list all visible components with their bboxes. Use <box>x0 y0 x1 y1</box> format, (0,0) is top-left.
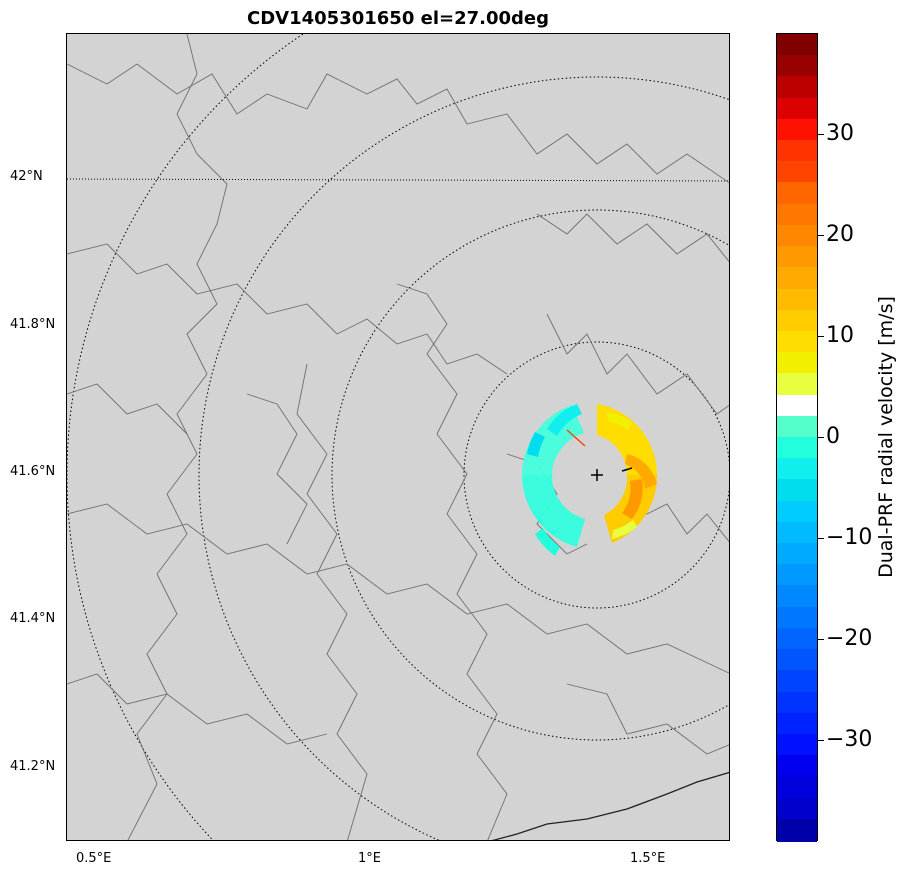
colorbar-segment <box>777 182 817 206</box>
colorbar-segment <box>777 55 817 79</box>
colorbar-segment <box>777 394 817 418</box>
lon-label-1-5e: 1.5°E <box>630 851 666 866</box>
lat-label-41-6n: 41.6°N <box>10 464 56 479</box>
colorbar-segment <box>777 627 817 651</box>
colorbar-segment <box>777 691 817 715</box>
colorbar-segment <box>777 118 817 142</box>
colorbar-segment <box>777 818 817 842</box>
colorbar-segment <box>777 373 817 397</box>
lat-label-41-8n: 41.8°N <box>10 317 56 332</box>
colorbar-segment <box>777 267 817 291</box>
colorbar <box>776 33 818 842</box>
lon-label-1e: 1°E <box>358 851 381 866</box>
colorbar-tick-0: 0 <box>826 424 840 449</box>
colorbar-tick-30: 30 <box>826 121 854 146</box>
lat-label-42n: 42°N <box>10 169 43 184</box>
radar-map[interactable] <box>66 33 730 841</box>
colorbar-tick-minus30: −30 <box>826 727 873 752</box>
colorbar-segment <box>777 564 817 588</box>
colorbar-segment <box>777 97 817 121</box>
colorbar-segment <box>777 500 817 524</box>
colorbar-segment <box>777 649 817 672</box>
colorbar-segment <box>777 246 817 269</box>
colorbar-segment <box>777 755 817 778</box>
lon-label-0-5e: 0.5°E <box>76 851 112 866</box>
colorbar-segment <box>777 479 817 503</box>
colorbar-segment <box>777 585 817 609</box>
colorbar-segment <box>777 797 817 821</box>
colorbar-segment <box>777 733 817 757</box>
range-ring-1 <box>463 341 729 609</box>
colorbar-segment <box>777 161 817 185</box>
colorbar-segment <box>777 712 817 736</box>
range-rings <box>67 34 729 840</box>
latitude-line-42n <box>67 178 729 182</box>
colorbar-segment <box>777 288 817 312</box>
colorbar-label: Dual-PRF radial velocity [m/s] <box>875 296 897 578</box>
lat-label-41-4n: 41.4°N <box>10 611 56 626</box>
range-ring-2 <box>331 209 729 741</box>
colorbar-segment <box>777 521 817 545</box>
colorbar-tick-minus20: −20 <box>826 626 873 651</box>
colorbar-segment <box>777 76 817 100</box>
map-title: CDV1405301650 el=27.00deg <box>247 8 549 29</box>
colorbar-segment <box>777 458 817 482</box>
colorbar-segment <box>777 352 817 375</box>
colorbar-segment <box>777 437 817 460</box>
colorbar-segment <box>777 34 817 57</box>
radar-echoes <box>522 404 658 556</box>
colorbar-tick-10: 10 <box>826 323 854 348</box>
colorbar-segment <box>777 415 817 439</box>
colorbar-segment <box>777 309 817 333</box>
colorbar-tick-minus10: −10 <box>826 525 873 550</box>
colorbar-segment <box>777 224 817 248</box>
colorbar-segment <box>777 606 817 630</box>
colorbar-tick-20: 20 <box>826 222 854 247</box>
colorbar-segment <box>777 330 817 354</box>
colorbar-segment <box>777 776 817 800</box>
coastline <box>491 771 729 840</box>
colorbar-segment <box>777 543 817 566</box>
colorbar-segment <box>777 670 817 694</box>
colorbar-segment <box>777 203 817 227</box>
lat-label-41-2n: 41.2°N <box>10 759 56 774</box>
radar-location-marker <box>591 469 603 481</box>
map-canvas <box>67 34 729 840</box>
colorbar-segment <box>777 140 817 163</box>
